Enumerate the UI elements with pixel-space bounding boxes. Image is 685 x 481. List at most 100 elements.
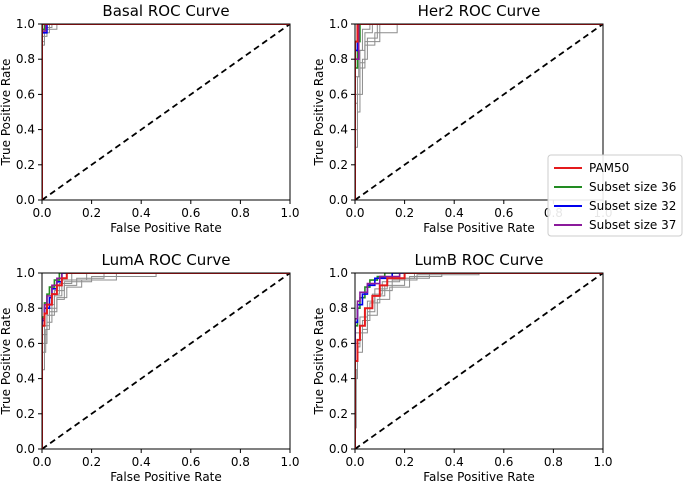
x-tick-label: 1.0 [280, 455, 299, 469]
chance-diagonal [42, 24, 290, 200]
panel-her2: 0.00.20.40.60.81.00.00.20.40.60.81.0Her2… [312, 2, 613, 235]
y-tick-label: 0.0 [329, 193, 348, 207]
y-tick-label: 0.4 [329, 372, 348, 386]
roc-series-subset-size-32 [355, 24, 603, 200]
legend-box [547, 154, 683, 237]
axes-frame [354, 272, 604, 450]
y-tick-label: 0.8 [16, 52, 35, 66]
y-tick-label: 0.4 [16, 372, 35, 386]
panel-basal: 0.0 0.2 0.4 0.6 0.8 1.0 0.0 0.2 0.4 0.6 0.8 1.0 Basa… [0, 2, 300, 235]
y-tick-label: 0.6 [16, 336, 35, 350]
chance-diagonal [355, 24, 603, 200]
y-axis-label: True Positive Rate [0, 59, 13, 167]
x-tick-label: 0.0 [32, 455, 51, 469]
y-tick-label: 0.0 [329, 442, 348, 456]
plot-lines [355, 273, 603, 449]
y-tick-label: 0.8 [16, 301, 35, 315]
legend-entry: Subset size 36 [554, 180, 676, 194]
gray-roc-curve [42, 273, 290, 449]
x-tick-label: 0.4 [132, 206, 151, 220]
x-tick-label: 0.4 [132, 455, 151, 469]
x-tick-label: 0.2 [82, 206, 101, 220]
roc-series-pam50 [355, 273, 603, 449]
x-tick-label: 0.8 [231, 206, 250, 220]
x-tick-label: 0.6 [494, 206, 513, 220]
roc-series-pam50 [42, 273, 290, 449]
y-tick-label: 0.0 [16, 442, 35, 456]
legend-label: PAM50 [589, 161, 629, 175]
x-tick-label: 0.6 [494, 455, 513, 469]
y-axis-label: True Positive Rate [312, 59, 326, 167]
y-tick-label: 1.0 [329, 17, 348, 31]
y-tick-label: 0.6 [16, 87, 35, 101]
panel-luma: 0.0 0.2 0.4 0.6 0.8 1.0 0.0 0.2 0.4 0.6 0.8 1.0 LumA… [0, 251, 300, 481]
x-tick-label: 1.0 [280, 206, 299, 220]
x-tick-label: 1.0 [593, 455, 612, 469]
y-tick-label: 1.0 [329, 266, 348, 280]
plot-lines [355, 24, 603, 200]
roc-panels: 0.0 0.2 0.4 0.6 0.8 1.0 0.0 0.2 0.4 0.6 0.8 1.0 Basa… [0, 2, 613, 481]
legend-entry: PAM50 [554, 161, 629, 175]
legend-entry: Subset size 37 [554, 218, 676, 232]
gray-roc-curve [355, 24, 603, 200]
legend-label: Subset size 32 [589, 199, 676, 213]
gray-roc-curve [42, 273, 290, 449]
y-tick-label: 0.2 [16, 158, 35, 172]
x-tick-label: 0.6 [181, 455, 200, 469]
x-tick-label: 0.4 [445, 455, 464, 469]
legend-entry: Subset size 32 [554, 199, 676, 213]
x-tick-label: 0.0 [345, 455, 364, 469]
y-axis-label: True Positive Rate [312, 308, 326, 416]
legend: PAM50 Subset size 36 Subset size 32 Subset … [547, 154, 683, 237]
roc-series-pam50 [355, 24, 603, 200]
chart-title: LumA ROC Curve [102, 251, 231, 269]
x-tick-label: 0.2 [82, 455, 101, 469]
x-axis-label: False Positive Rate [110, 221, 222, 235]
y-tick-label: 0.6 [329, 336, 348, 350]
y-tick-label: 0.4 [329, 123, 348, 137]
x-tick-label: 0.0 [345, 206, 364, 220]
y-tick-label: 0.6 [329, 87, 348, 101]
x-tick-label: 0.8 [231, 455, 250, 469]
y-tick-label: 0.0 [16, 193, 35, 207]
gray-roc-curve [42, 273, 290, 449]
roc-series-subset-size-37 [355, 24, 603, 200]
axes-frame [41, 272, 291, 450]
x-axis-label: False Positive Rate [423, 470, 535, 481]
x-tick-label: 0.2 [395, 206, 414, 220]
panel-lumb: 0.0 0.2 0.4 0.6 0.8 1.0 0.0 0.2 0.4 0.6 0.8 1.0 LumB… [312, 251, 613, 481]
axes-frame [41, 23, 291, 201]
legend-label: Subset size 36 [589, 180, 676, 194]
x-tick-label: 0.8 [544, 455, 563, 469]
y-tick-label: 0.2 [329, 158, 348, 172]
roc-series-subset-size-37 [42, 24, 290, 200]
y-tick-label: 1.0 [16, 266, 35, 280]
chance-diagonal [355, 273, 603, 449]
x-tick-label: 0.6 [181, 206, 200, 220]
gray-roc-curve [355, 24, 603, 200]
roc-series-subset-size-37 [355, 273, 603, 449]
y-axis-label: True Positive Rate [0, 308, 13, 416]
axes-frame [354, 23, 604, 201]
legend-label: Subset size 37 [589, 218, 676, 232]
chart-title: Basal ROC Curve [102, 2, 229, 20]
x-axis-label: False Positive Rate [110, 470, 222, 481]
y-tick-label: 0.8 [329, 52, 348, 66]
y-tick-label: 0.2 [329, 407, 348, 421]
y-tick-label: 0.4 [16, 123, 35, 137]
y-tick-label: 1.0 [16, 17, 35, 31]
y-tick-label: 0.2 [16, 407, 35, 421]
chart-title: LumB ROC Curve [415, 251, 544, 269]
x-tick-label: 0.4 [445, 206, 464, 220]
chance-diagonal [42, 273, 290, 449]
gray-roc-curve [355, 24, 603, 200]
chart-title: Her2 ROC Curve [418, 2, 541, 20]
x-tick-label: 0.0 [32, 206, 51, 220]
plot-lines [42, 273, 290, 449]
y-tick-label: 0.8 [329, 301, 348, 315]
plot-lines [42, 24, 290, 200]
x-axis-label: False Positive Rate [423, 221, 535, 235]
x-tick-label: 0.2 [395, 455, 414, 469]
roc-series-subset-size-32 [42, 24, 290, 200]
